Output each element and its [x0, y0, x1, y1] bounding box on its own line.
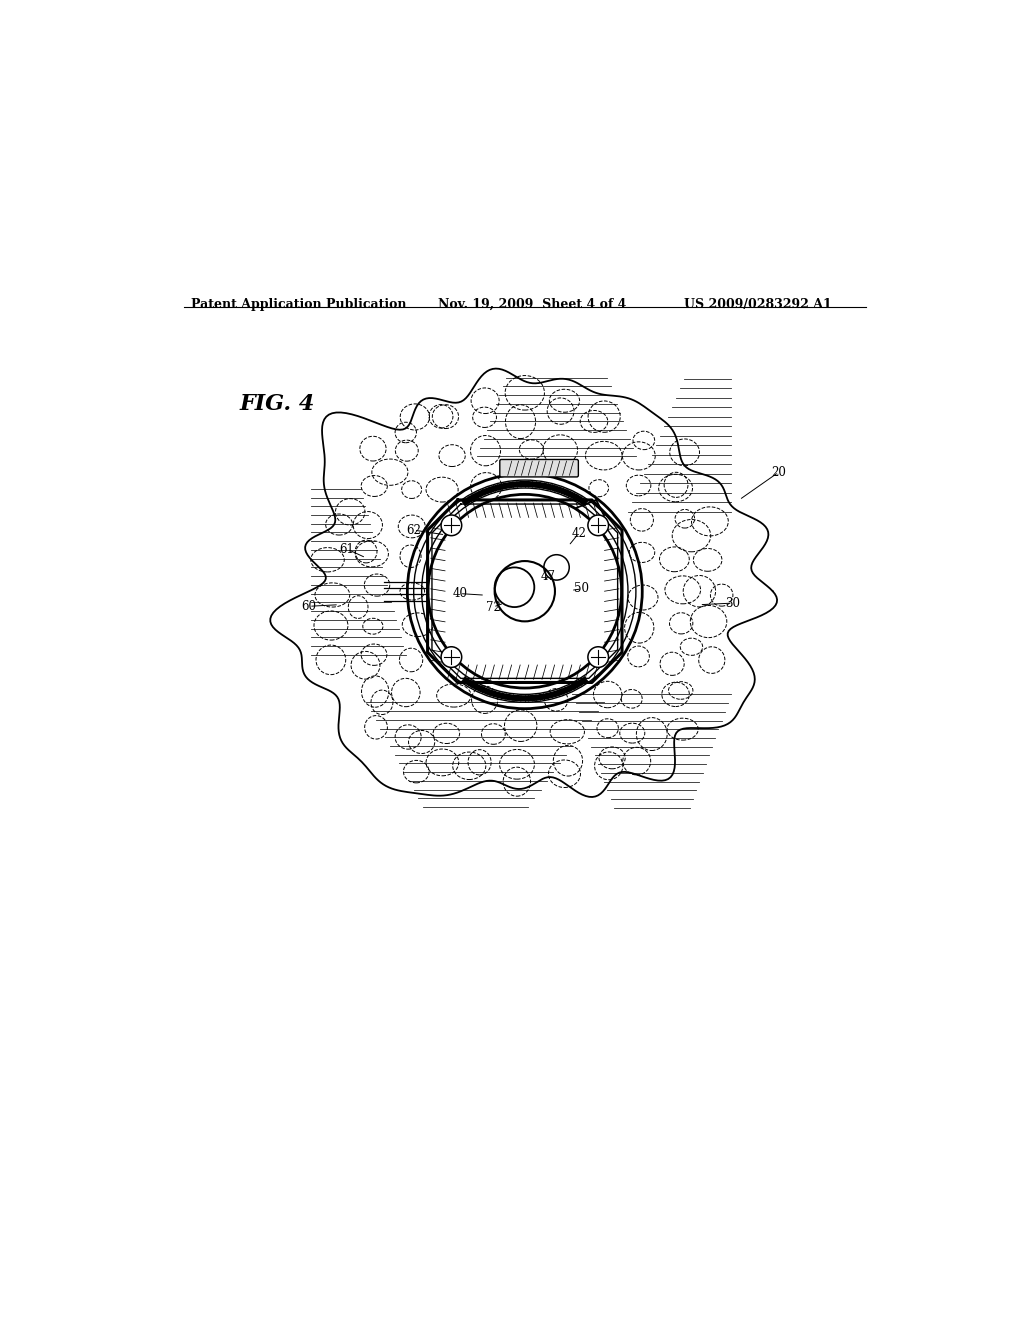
Circle shape	[588, 647, 608, 668]
Text: 47: 47	[541, 570, 556, 582]
Text: 61: 61	[340, 543, 354, 556]
Text: 62: 62	[407, 524, 421, 537]
Text: FIG. 4: FIG. 4	[240, 393, 314, 414]
Text: US 2009/0283292 A1: US 2009/0283292 A1	[684, 297, 831, 310]
Text: 30: 30	[725, 597, 740, 610]
Text: 72: 72	[485, 601, 501, 614]
Text: 40: 40	[453, 587, 467, 601]
Text: 42: 42	[571, 527, 586, 540]
Text: Patent Application Publication: Patent Application Publication	[191, 297, 407, 310]
Circle shape	[441, 647, 462, 668]
Text: Nov. 19, 2009  Sheet 4 of 4: Nov. 19, 2009 Sheet 4 of 4	[437, 297, 626, 310]
Text: 50: 50	[574, 582, 590, 595]
Circle shape	[441, 515, 462, 536]
Circle shape	[588, 515, 608, 536]
FancyBboxPatch shape	[500, 459, 579, 477]
Text: 20: 20	[771, 466, 786, 479]
Text: 60: 60	[301, 599, 316, 612]
